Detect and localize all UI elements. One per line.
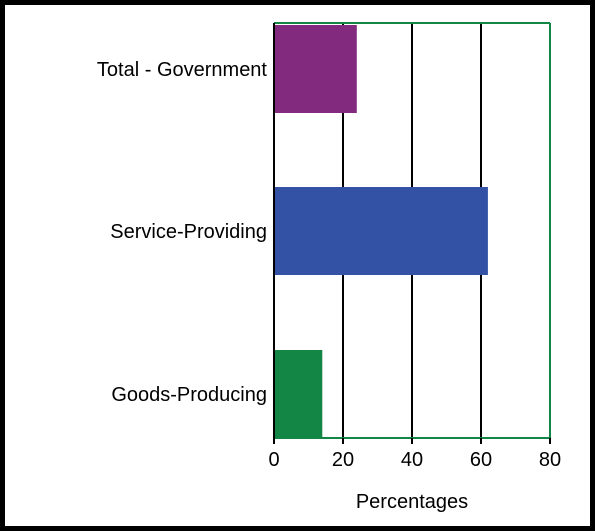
plot-frame bbox=[273, 22, 551, 444]
x-tick-labels: 0 20 40 60 80 bbox=[268, 449, 561, 471]
category-label-2: Goods-Producing bbox=[111, 384, 267, 406]
x-tick-label-80: 80 bbox=[539, 449, 561, 471]
bar-0 bbox=[274, 25, 357, 113]
bars bbox=[274, 25, 488, 438]
x-axis-title: Percentages bbox=[356, 491, 468, 513]
x-tick-label-60: 60 bbox=[470, 449, 492, 471]
category-labels: Total - Government Service-Providing Goods… bbox=[97, 59, 268, 406]
bar-1 bbox=[274, 187, 488, 275]
x-tick-label-0: 0 bbox=[268, 449, 279, 471]
x-tick-label-40: 40 bbox=[401, 449, 423, 471]
category-label-1: Service-Providing bbox=[110, 221, 267, 243]
bar-2 bbox=[274, 350, 323, 438]
category-label-0: Total - Government bbox=[97, 59, 268, 81]
x-tick-label-20: 20 bbox=[332, 449, 354, 471]
